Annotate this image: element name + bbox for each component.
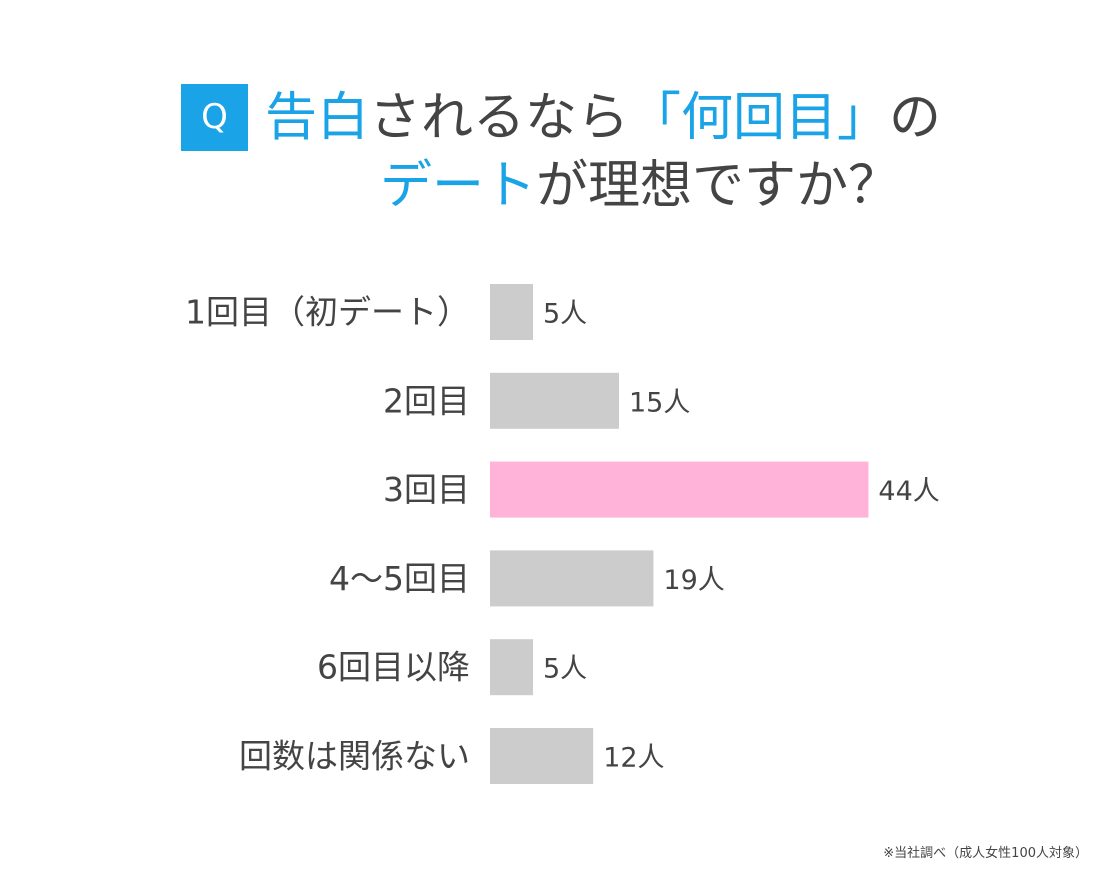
value-label: 5人 [543,299,587,330]
question-title-line-2: デートが理想ですか？ [380,154,900,218]
value-label: 15人 [629,387,690,418]
bar [490,550,654,607]
bar [490,284,533,340]
value-label: 44人 [878,476,939,507]
bar [490,372,619,429]
title-accent-kokuhaku: 告白 [265,88,370,148]
title-accent-nankaime: 「何回目」 [629,88,890,148]
bar [490,639,533,696]
value-label: 19人 [663,565,724,596]
category-label: 2回目 [383,381,470,420]
category-label: 3回目 [383,470,470,509]
title-accent-date: デート [380,156,537,216]
value-label: 12人 [603,743,664,774]
category-label: 6回目以降 [317,648,470,687]
bar [490,461,869,518]
footnote: ※当社調べ（成人女性100人対象） [883,846,1088,861]
title-plain-sarerunara: されるなら [369,88,630,148]
category-label: 1回目（初デート） [185,293,470,332]
category-label: 回数は関係ない [239,737,470,776]
bar [490,728,594,784]
value-label: 5人 [543,654,587,685]
category-label: 4～5回目 [329,559,470,598]
question-title-line-1: 告白されるなら「何回目」の [265,86,941,150]
q-badge: Q [181,84,248,151]
title-plain-no: の [889,88,942,148]
title-plain-ga-risou: が理想ですか？ [536,156,901,216]
